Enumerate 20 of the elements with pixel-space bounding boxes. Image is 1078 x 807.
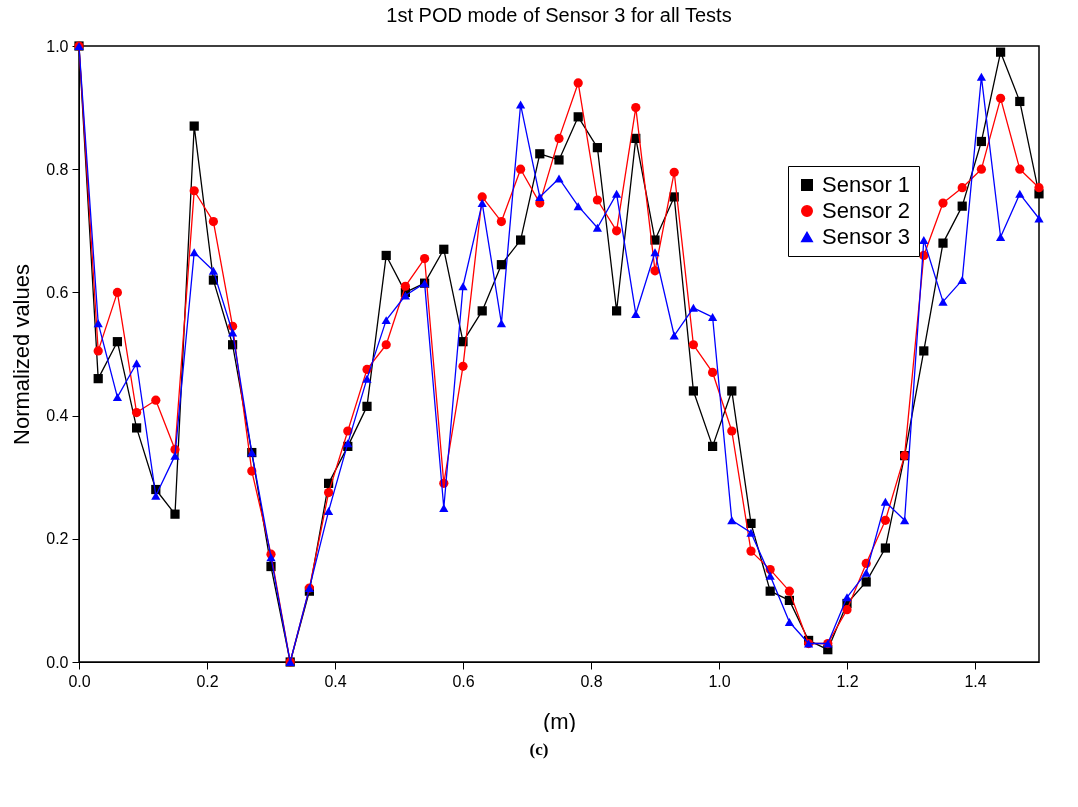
y-tick-label: 0.8 <box>46 160 69 178</box>
x-tick-label: 0.6 <box>452 672 475 690</box>
y-axis-title: Normalized values <box>9 264 35 445</box>
legend-label: Sensor 1 <box>822 172 911 197</box>
y-tick-label: 1.0 <box>46 37 69 55</box>
x-tick-label: 1.4 <box>964 672 987 690</box>
x-tick-label: 0.0 <box>68 672 91 690</box>
legend-label: Sensor 2 <box>822 198 911 223</box>
y-tick-label: 0.2 <box>46 530 69 548</box>
x-tick-label: 0.2 <box>196 672 219 690</box>
x-tick-label: 0.4 <box>324 672 347 690</box>
y-tick-label: 0.4 <box>46 407 69 425</box>
text: (c) <box>528 740 550 760</box>
x-tick-label: 1.0 <box>708 672 731 690</box>
x-tick-label: 1.2 <box>836 672 859 690</box>
x-tick-label: 0.8 <box>580 672 603 690</box>
legend-label: Sensor 3 <box>822 224 911 249</box>
chart-title: 1st POD mode of Sensor 3 for all Tests <box>386 4 732 26</box>
y-tick-label: 0.6 <box>46 283 69 301</box>
y-tick-label: 0.0 <box>46 653 69 671</box>
